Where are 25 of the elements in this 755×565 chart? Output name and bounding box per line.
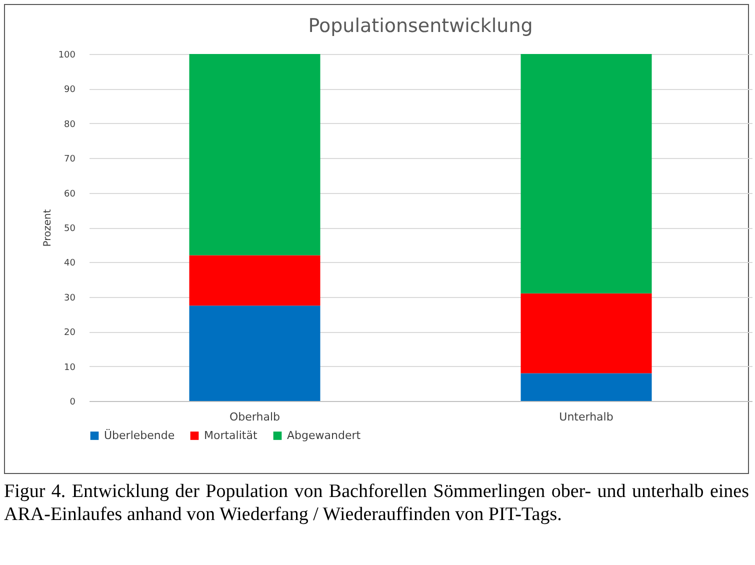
y-tick-label: 60 xyxy=(64,189,76,200)
bar xyxy=(520,373,652,401)
x-tick-label: Oberhalb xyxy=(230,410,280,424)
x-tick-label: Unterhalb xyxy=(559,410,614,424)
bar xyxy=(520,293,652,374)
bar xyxy=(189,306,320,401)
y-tick-label: 0 xyxy=(70,398,76,408)
y-tick-label: 100 xyxy=(58,50,76,60)
text: Figur 4. Entwicklung der Population von Bachforellen Sömmerlingen ober- und unterhalb eines ARA-Einlaufes anhand von Wiederfang / Wiederauffinden von PIT-Tags. xyxy=(4,480,749,526)
legend-label: Mortalität xyxy=(204,428,258,442)
bar xyxy=(520,54,652,294)
legend-label: Abgewandert xyxy=(287,428,362,442)
chart-title: Populationsentwicklung xyxy=(308,15,533,37)
bar xyxy=(189,54,320,256)
y-axis-title: Prozent xyxy=(42,209,54,247)
bar xyxy=(189,255,320,306)
y-tick-label: 80 xyxy=(64,120,76,130)
legend-label: Überlebende xyxy=(104,428,175,442)
y-tick-label: 10 xyxy=(64,362,76,373)
y-tick-label: 90 xyxy=(64,85,76,96)
y-tick-label: 70 xyxy=(64,154,76,165)
y-tick-label: 50 xyxy=(64,224,76,234)
y-tick-label: 30 xyxy=(64,293,76,304)
y-tick-label: 40 xyxy=(64,258,76,269)
y-tick-label: 20 xyxy=(64,328,76,338)
